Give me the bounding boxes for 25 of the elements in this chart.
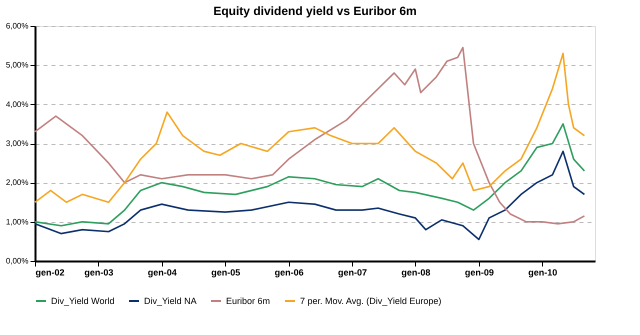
x-tick-label: gen-06 [274, 268, 304, 278]
y-tick-label: 6,00% [6, 22, 28, 30]
x-tick-label: gen-05 [211, 268, 240, 278]
line-series [34, 46, 586, 225]
x-tick-label: gen-08 [401, 268, 430, 278]
chart-title: Equity dividend yield vs Euribor 6m [213, 4, 417, 18]
y-tick-label: 4,00% [6, 100, 28, 109]
x-tick-label: gen-10 [528, 268, 558, 278]
legend-label: Div_Yield World [51, 296, 115, 306]
x-tick-label: gen-09 [464, 268, 494, 278]
line-series [34, 123, 586, 227]
y-tick-label: 5,00% [6, 60, 28, 70]
legend-label: Euribor 6m [226, 296, 270, 306]
y-tick-label: 1,00% [6, 217, 28, 226]
line-series [34, 150, 586, 240]
x-tick-label: gen-04 [148, 268, 177, 278]
y-tick-label: 2,00% [6, 178, 28, 188]
legend-label: Div_Yield NA [144, 296, 197, 306]
line-series [34, 52, 586, 204]
x-tick-label: gen-07 [338, 268, 367, 278]
x-tick-label: gen-03 [84, 268, 114, 278]
x-tick-label: gen-02 [36, 268, 65, 278]
y-tick-label: 3,00% [6, 139, 28, 148]
legend-label: 7 per. Mov. Avg. (Div_Yield Europe) [300, 296, 442, 306]
y-tick-label: 0,00% [6, 256, 28, 266]
